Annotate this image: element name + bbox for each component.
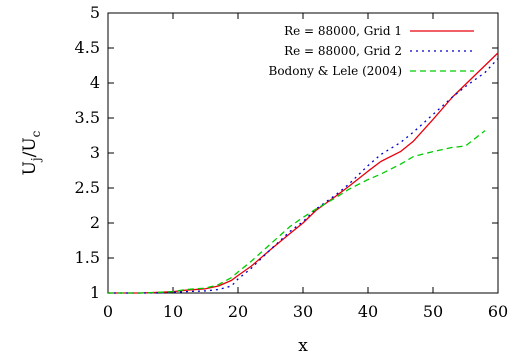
x-tick-label: 20: [228, 302, 248, 321]
series-line-2: [108, 130, 486, 294]
y-axis-label: Uj/Uc: [20, 130, 43, 175]
x-tick-label: 10: [163, 302, 183, 321]
y-tick-label: 4.5: [75, 38, 100, 57]
x-tick-label: 50: [423, 302, 443, 321]
y-tick-label: 3.5: [75, 108, 100, 127]
x-axis-label: x: [298, 336, 308, 356]
legend-label-series-1: Re = 88000, Grid 2: [284, 44, 402, 58]
y-tick-label: 5: [90, 3, 100, 22]
y-axis-label-sub2: c: [29, 130, 43, 137]
y-tick-label: 2.5: [75, 178, 100, 197]
legend-label-series-2: Bodony & Lele (2004): [269, 64, 403, 78]
y-tick-label: 2: [90, 213, 100, 232]
series-line-1: [108, 58, 499, 294]
y-axis-label-sub1: j: [29, 157, 43, 163]
x-tick-label: 0: [103, 302, 113, 321]
x-tick-label: 60: [488, 302, 508, 321]
series-lines: [108, 52, 499, 294]
x-tick-label: 30: [293, 302, 313, 321]
x-tick-labels: 0 10 20 30 40 50 60: [103, 302, 508, 321]
legend-label-series-0: Re = 88000, Grid 1: [284, 24, 402, 38]
y-tick-label: 1.5: [75, 248, 100, 267]
x-tick-label: 40: [358, 302, 378, 321]
legend: Re = 88000, Grid 1 Re = 88000, Grid 2 Bo…: [269, 24, 474, 78]
y-tick-labels: 1 1.5 2 2.5 3 3.5 4 4.5 5: [75, 3, 100, 302]
axis-ticks: [107, 12, 499, 294]
series-line-0: [108, 52, 499, 294]
y-tick-label: 3: [90, 143, 100, 162]
y-tick-label: 4: [90, 73, 100, 92]
y-axis-label-main: U: [20, 161, 40, 175]
y-tick-label: 1: [90, 283, 100, 302]
y-axis-label-mid: /U: [20, 137, 40, 157]
